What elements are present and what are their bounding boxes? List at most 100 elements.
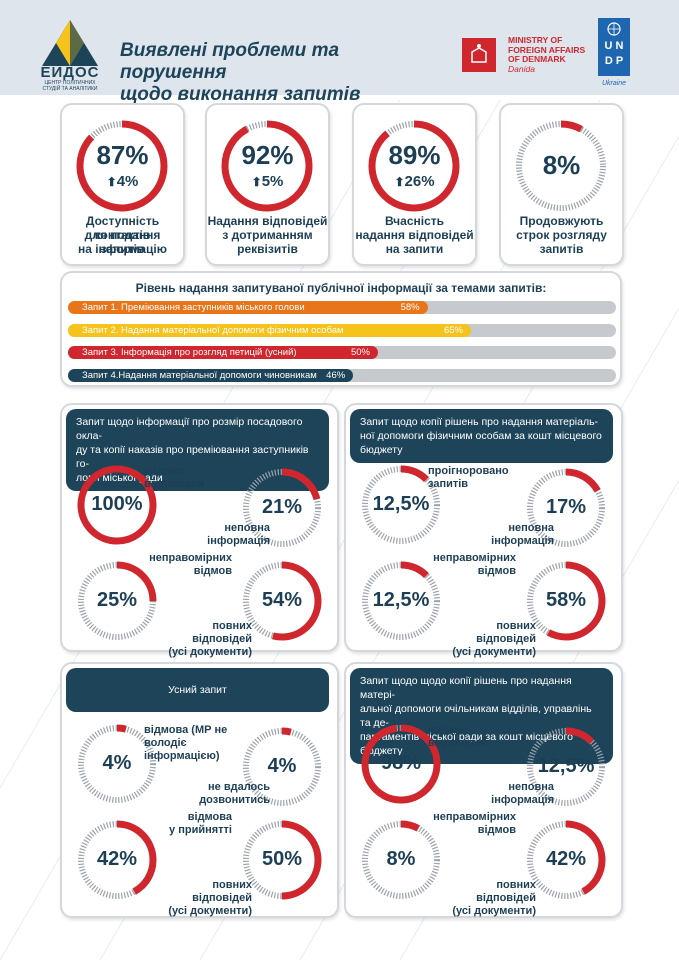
panel-ring-label-line: проігноровано xyxy=(428,465,509,477)
panel-ring-value: 12,5% xyxy=(372,493,430,515)
panel-header-line: Запит щодо інформації про розмір посадов… xyxy=(76,416,303,442)
panel-ring-fill xyxy=(77,465,157,545)
panel-ring-label: надано відповідей xyxy=(144,465,244,491)
panel-ring xyxy=(361,465,441,545)
stat-delta-value: 4% xyxy=(116,173,139,190)
panel-ring xyxy=(242,468,322,548)
panel-ring-value: 42% xyxy=(545,848,587,870)
panel-ring-track xyxy=(362,821,440,899)
bar-fill: Запит 2. Надання матеріальної допомоги ф… xyxy=(68,323,471,337)
stat-ring-track xyxy=(516,121,606,211)
panel-ring-fill xyxy=(77,820,157,900)
bar-fill: Запит 3. Інформація про розгляд петицій … xyxy=(68,346,378,359)
bar-fill: Запит 1. Преміювання заступників міськог… xyxy=(68,301,428,314)
panel-ring-fill xyxy=(242,468,322,548)
panel-header: Запит щодо щодо копії рішень про надання… xyxy=(350,668,613,764)
eidos-logo-name: ЕЙДОС xyxy=(40,64,100,81)
panel-ring-label-line: відповідей xyxy=(428,737,488,749)
stat-card: 8% Продовжують строк розгляду запитів xyxy=(499,103,624,266)
stat-caption: з дотриманням xyxy=(222,228,313,242)
panel-ring-value: 12,5% xyxy=(372,589,430,611)
stat-caption: Вчасність xyxy=(384,214,445,228)
eidos-logo-icon xyxy=(42,20,98,66)
panel-ring-track xyxy=(243,728,321,806)
panel-ring-label-line: повних відповідей xyxy=(476,879,536,904)
panel-ring-label: надано відповідей xyxy=(428,724,528,750)
stat-card: 87% ⬆4% Доступність контактів для подання з… xyxy=(60,103,185,266)
panel-header-line: альної допомоги очільникам відділів, упр… xyxy=(360,703,592,729)
panel-ring xyxy=(242,727,322,807)
panel-ring-value: 12,5% xyxy=(537,755,595,777)
panel-ring-label: повних відповідей (усі документи) xyxy=(152,879,252,918)
panel-ring-label: повних відповідей (усі документи) xyxy=(152,620,252,659)
panel-card: Усний запит 4% відмова (МР не володіє інфор… xyxy=(60,662,339,918)
panel-ring-label: повних відповідей (усі документи) xyxy=(436,620,536,659)
bar-value: 58% xyxy=(400,302,420,313)
stat-ring-fill xyxy=(368,120,460,212)
panel-ring-value: 4% xyxy=(267,755,297,777)
panel-ring-fill xyxy=(526,727,606,807)
panel-ring-label-line: інформацією) xyxy=(144,750,220,762)
stat-value: 92% xyxy=(241,140,294,170)
panel-ring-label-line: інформація xyxy=(491,535,554,547)
bar-value: 46% xyxy=(326,369,346,381)
mfa-text: MINISTRY OF FOREIGN AFFAIRS OF DENMARK D… xyxy=(508,35,586,74)
panel-ring-label-line: відмов xyxy=(477,565,516,577)
panel-ring-label-line: неправомірних xyxy=(433,552,516,564)
bar-fill: Запит 4.Надання матеріальної допомоги чи… xyxy=(68,368,354,382)
stat-caption: надання відповідей xyxy=(355,228,474,242)
page-header: ЕЙДОС ЦЕНТР ПОЛІТИЧНИХ СТУДІЙ ТА АНАЛІТИ… xyxy=(0,0,679,105)
mfa-line-2: FOREIGN AFFAIRS xyxy=(508,44,586,55)
denmark-crest-icon xyxy=(462,38,496,72)
title-line-2: щодо виконання запитів xyxy=(120,84,361,105)
arrow-up-icon: ⬆ xyxy=(106,175,117,189)
stat-value: 89% xyxy=(388,140,441,170)
panel-ring-label-line: запитів xyxy=(428,478,469,490)
panel-ring-fill xyxy=(242,561,322,641)
panel-ring-label: проігноровано запитів xyxy=(428,465,528,491)
panel-ring xyxy=(526,468,606,548)
arrow-up-icon: ⬆ xyxy=(251,175,262,189)
panel-ring-value: 8% xyxy=(386,848,416,870)
undp-country: Ukraine xyxy=(601,80,627,87)
bar-track: Запит 2. Надання матеріальної допомоги ф… xyxy=(68,323,616,337)
mfa-line-1: MINISTRY OF xyxy=(508,35,563,45)
stat-caption: для подання запитів xyxy=(84,228,161,256)
bar-label: Запит 4.Надання матеріальної допомоги чи… xyxy=(82,369,317,381)
panel-card: Запит щодо копії рішень про надання мате… xyxy=(344,403,623,658)
stat-caption: Продовжують xyxy=(519,214,604,228)
panel-ring-fill xyxy=(526,468,606,548)
panel-ring-value: 58% xyxy=(545,589,587,611)
panel-ring-fill xyxy=(77,561,157,641)
stat-caption: на запити xyxy=(385,242,444,256)
panel-header-line: ної допомоги фізичним особам за кошт міс… xyxy=(360,430,602,442)
undp-letters-2: D P xyxy=(604,55,624,67)
un-emblem-icon xyxy=(607,22,621,36)
panel-ring-label: неправомірних відмов xyxy=(132,552,232,578)
panel-ring xyxy=(242,561,322,641)
panel-ring-track xyxy=(243,469,321,547)
panel-ring-label: відмова у прийнятті xyxy=(132,811,232,837)
panel-ring-label-line: відмова (МР не володіє xyxy=(144,724,228,749)
panel-ring-label-line: інформація xyxy=(491,794,554,806)
bar-label: Запит 3. Інформація про розгляд петицій … xyxy=(82,347,297,358)
panel-ring-label: неправомірних відмов xyxy=(416,552,516,578)
panel-header: Запит щодо інформації про розмір посадов… xyxy=(66,409,329,491)
stat-card: 92% ⬆5% Надання відповідей з дотриманням рек… xyxy=(205,103,330,266)
panel-ring xyxy=(77,724,157,804)
stat-delta-value: 5% xyxy=(261,173,284,190)
panel-ring xyxy=(77,465,157,545)
panel-ring-value: 100% xyxy=(91,493,143,515)
panel-ring xyxy=(526,820,606,900)
panel-ring-track xyxy=(78,725,156,803)
panel-ring-label-line: (усі документи) xyxy=(452,646,536,658)
bar-track: Запит 4.Надання матеріальної допомоги чи… xyxy=(68,368,616,382)
panel-ring-label-line: повних відповідей xyxy=(476,620,536,645)
panel-ring-label-line: неповна xyxy=(508,522,554,534)
panel-ring-label-line: надано xyxy=(428,724,468,736)
eidos-logo-sub2: СТУДІЙ ТА АНАЛІТИКИ xyxy=(42,86,98,92)
panel-ring xyxy=(526,561,606,641)
panel-header-line: партаментів міської ради за кошт місцево… xyxy=(360,731,573,757)
panel-ring-label-line: інформація xyxy=(207,535,270,547)
panel-ring-label-line: (усі документи) xyxy=(452,905,536,917)
